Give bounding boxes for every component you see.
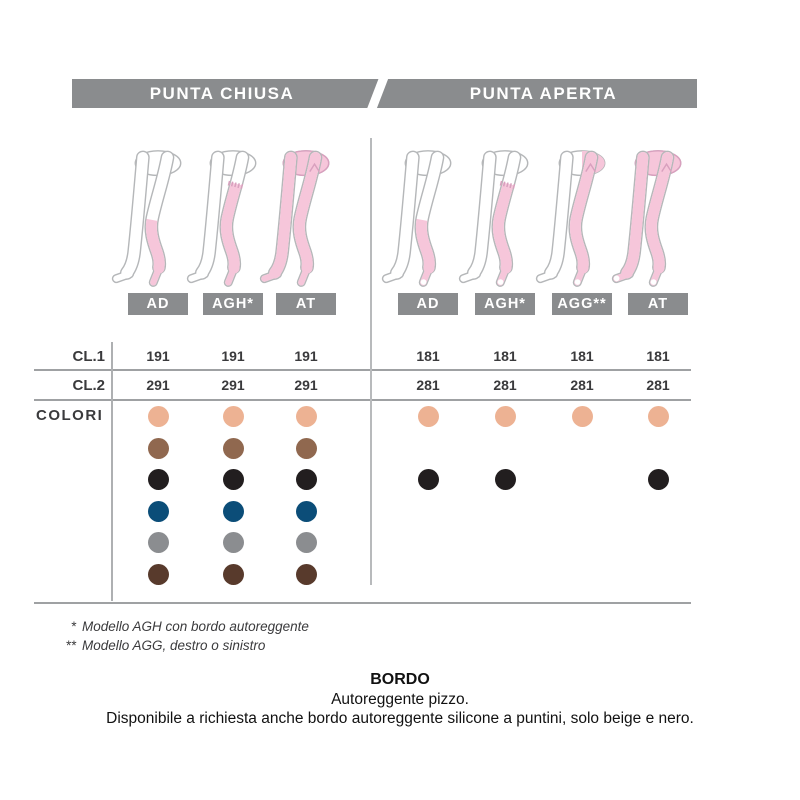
color-dot-blu (295, 500, 317, 522)
code-cl2-agh-punta-aperta: 281 (493, 377, 517, 393)
header-bar: PUNTA CHIUSA PUNTA APERTA (72, 73, 697, 115)
color-dot-marrone (147, 437, 169, 459)
code-cl2-ad-punta-aperta: 281 (416, 377, 440, 393)
table-line-under-cl1 (34, 369, 691, 371)
color-dot-nero (295, 468, 317, 490)
row-label-cl1: CL.1 (72, 348, 105, 365)
color-dot-moro (295, 563, 317, 585)
bordo-line1: Autoreggente pizzo. (331, 691, 469, 708)
figure-at-chiusa-legs (258, 148, 354, 290)
model-label-agg-punta-aperta: AGG** (552, 293, 612, 315)
model-label-at-punta-chiusa: AT (276, 293, 336, 315)
color-dot-moro (222, 563, 244, 585)
code-cl2-ad-punta-chiusa: 291 (146, 377, 170, 393)
model-label-agh-punta-chiusa: AGH* (203, 293, 263, 315)
color-dot-beige (222, 405, 244, 427)
color-dot-marrone (222, 437, 244, 459)
color-dot-nero (147, 468, 169, 490)
table-line-under-cl2 (34, 399, 691, 401)
code-cl1-ad-punta-chiusa: 191 (146, 348, 170, 364)
figure-agh-chiusa-legs (185, 148, 281, 290)
color-dot-beige (494, 405, 516, 427)
bordo-line2: Disponibile a richiesta anche bordo auto… (106, 710, 694, 727)
model-label-ad-punta-chiusa: AD (128, 293, 188, 315)
color-dot-blu (222, 500, 244, 522)
table-line-bottom (34, 602, 691, 604)
footnote-text: Modello AGH con bordo autoreggente (82, 619, 309, 634)
figure-agh-aperta-legs (457, 148, 553, 290)
color-dot-nero (222, 468, 244, 490)
color-dot-grigio (147, 531, 169, 553)
color-dot-nero (647, 468, 669, 490)
code-cl2-agg-punta-aperta: 281 (570, 377, 594, 393)
code-cl2-agh-punta-chiusa: 291 (221, 377, 245, 393)
tab-punta-aperta: PUNTA APERTA (469, 84, 618, 103)
model-label-at-punta-aperta: AT (628, 293, 688, 315)
code-cl1-agh-punta-aperta: 181 (493, 348, 517, 364)
code-cl2-at-punta-chiusa: 291 (294, 377, 318, 393)
figure-ad-chiusa-legs (110, 148, 206, 290)
footnote-agh: * Modello AGH con bordo autoreggente (58, 617, 309, 636)
bordo-note: BORDO Autoreggente pizzo. Disponibile a … (0, 671, 800, 728)
footnote-agg: ** Modello AGG, destro o sinistro (58, 636, 309, 655)
footnote-marker: ** (65, 638, 76, 653)
model-label-agh-punta-aperta: AGH* (475, 293, 535, 315)
section-divider-line (370, 138, 372, 585)
row-label-colori: COLORI (36, 407, 104, 424)
footnote-text: Modello AGG, destro o sinistro (82, 638, 266, 653)
code-cl1-agh-punta-chiusa: 191 (221, 348, 245, 364)
color-dot-beige (147, 405, 169, 427)
footnote-marker: * (70, 619, 76, 634)
figure-ad-aperta-legs (380, 148, 476, 290)
color-dot-beige (647, 405, 669, 427)
figure-at-aperta-legs (610, 148, 706, 290)
code-cl1-at-punta-aperta: 181 (646, 348, 670, 364)
color-dot-marrone (295, 437, 317, 459)
color-dot-moro (147, 563, 169, 585)
color-dot-beige (571, 405, 593, 427)
code-cl2-at-punta-aperta: 281 (646, 377, 670, 393)
footnotes: * Modello AGH con bordo autoreggente ** … (58, 617, 309, 655)
color-dot-grigio (295, 531, 317, 553)
color-dot-beige (295, 405, 317, 427)
tab-punta-chiusa: PUNTA CHIUSA (149, 84, 295, 103)
figure-agg-aperta-legs (534, 148, 630, 290)
code-cl1-ad-punta-aperta: 181 (416, 348, 440, 364)
row-label-cl2: CL.2 (72, 377, 105, 394)
code-cl1-agg-punta-aperta: 181 (570, 348, 594, 364)
color-dot-beige (417, 405, 439, 427)
color-dot-blu (147, 500, 169, 522)
color-dot-grigio (222, 531, 244, 553)
bordo-title: BORDO (370, 671, 430, 688)
model-label-ad-punta-aperta: AD (398, 293, 458, 315)
color-dot-nero (417, 468, 439, 490)
color-dot-nero (494, 468, 516, 490)
code-cl1-at-punta-chiusa: 191 (294, 348, 318, 364)
table-vline-labels (111, 342, 113, 601)
